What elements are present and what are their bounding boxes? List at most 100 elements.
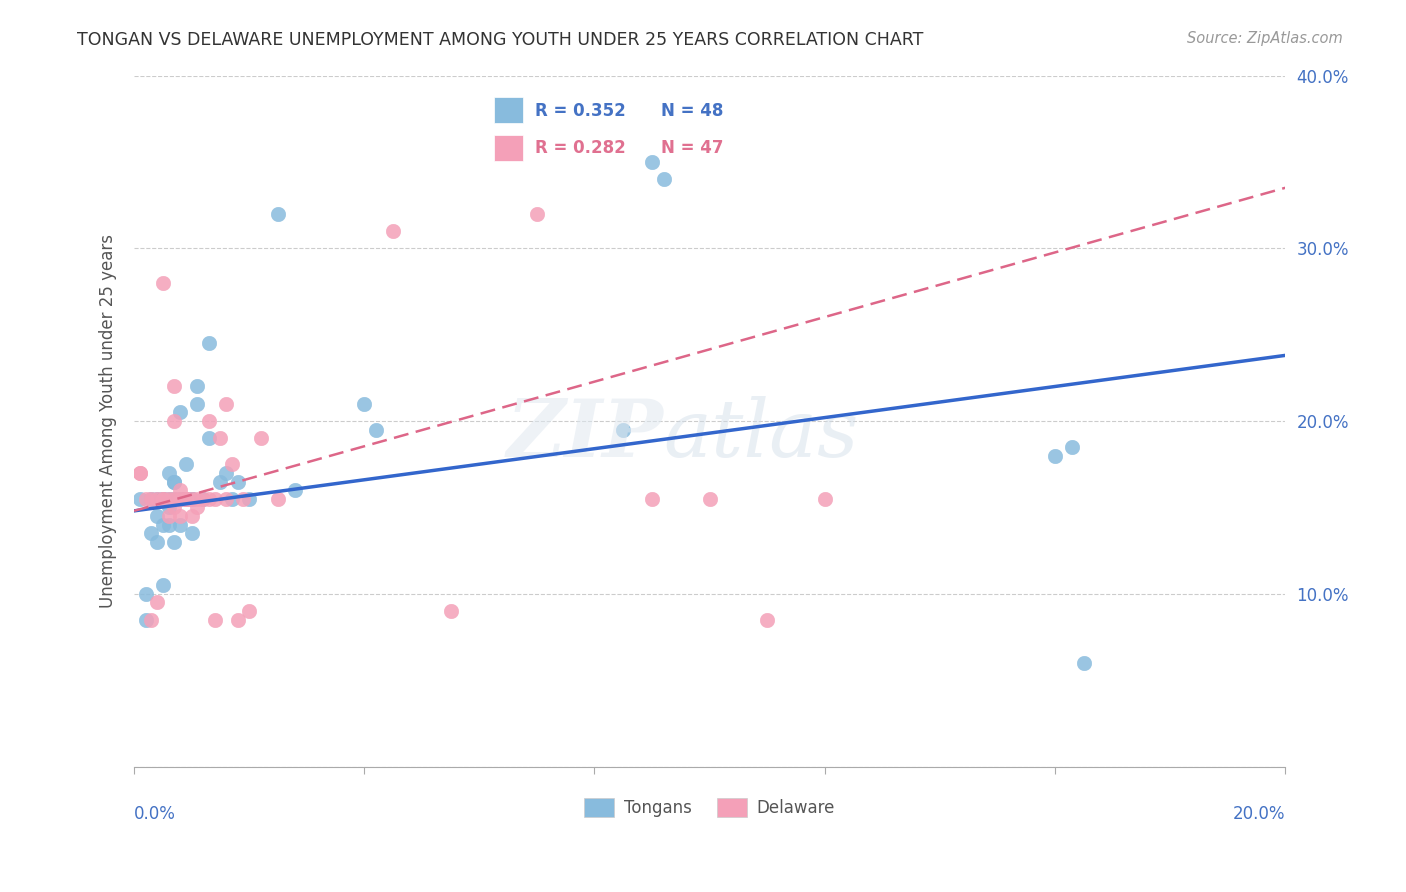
Point: [135, 587, 157, 601]
Point: [180, 491, 202, 506]
Point: [163, 500, 186, 515]
Point: [249, 431, 271, 445]
Point: [152, 491, 174, 506]
Point: [756, 613, 779, 627]
Point: [128, 466, 150, 480]
Point: [439, 604, 461, 618]
Point: [191, 491, 214, 506]
Point: [135, 613, 157, 627]
Text: Source: ZipAtlas.com: Source: ZipAtlas.com: [1187, 31, 1343, 46]
Point: [267, 491, 290, 506]
Point: [163, 475, 186, 489]
Point: [215, 466, 238, 480]
Legend: Tongans, Delaware: Tongans, Delaware: [578, 791, 842, 824]
Point: [128, 466, 150, 480]
Text: ZIP: ZIP: [506, 396, 664, 474]
Point: [1043, 449, 1066, 463]
Point: [169, 483, 191, 497]
Point: [157, 466, 180, 480]
Point: [186, 397, 208, 411]
Point: [141, 526, 163, 541]
Point: [157, 491, 180, 506]
Point: [141, 491, 163, 506]
Point: [169, 517, 191, 532]
Point: [232, 491, 254, 506]
Point: [163, 475, 186, 489]
Point: [186, 491, 208, 506]
Point: [146, 491, 169, 506]
Point: [174, 491, 197, 506]
Point: [146, 535, 169, 549]
Point: [221, 457, 243, 471]
Point: [152, 491, 174, 506]
Point: [215, 397, 238, 411]
Point: [198, 431, 221, 445]
Point: [198, 491, 221, 506]
Point: [180, 491, 202, 506]
Point: [135, 491, 157, 506]
Point: [169, 509, 191, 524]
Point: [652, 172, 675, 186]
Point: [152, 491, 174, 506]
Point: [152, 578, 174, 592]
Point: [198, 414, 221, 428]
Point: [157, 509, 180, 524]
Point: [209, 475, 232, 489]
Point: [152, 517, 174, 532]
Point: [180, 526, 202, 541]
Point: [204, 491, 226, 506]
Text: TONGAN VS DELAWARE UNEMPLOYMENT AMONG YOUTH UNDER 25 YEARS CORRELATION CHART: TONGAN VS DELAWARE UNEMPLOYMENT AMONG YO…: [77, 31, 924, 49]
Point: [141, 491, 163, 506]
Point: [215, 491, 238, 506]
Point: [141, 613, 163, 627]
Point: [174, 491, 197, 506]
Point: [152, 276, 174, 290]
Point: [163, 491, 186, 506]
Point: [204, 613, 226, 627]
Point: [1062, 440, 1084, 454]
Point: [163, 414, 186, 428]
Point: [382, 224, 405, 238]
Point: [180, 509, 202, 524]
Point: [814, 491, 837, 506]
Point: [146, 491, 169, 506]
Y-axis label: Unemployment Among Youth under 25 years: Unemployment Among Youth under 25 years: [100, 234, 117, 608]
Point: [157, 491, 180, 506]
Point: [641, 155, 664, 169]
Point: [163, 535, 186, 549]
Point: [169, 405, 191, 419]
Point: [186, 379, 208, 393]
Text: atlas: atlas: [664, 396, 859, 474]
Point: [146, 509, 169, 524]
Point: [699, 491, 721, 506]
Point: [180, 491, 202, 506]
Point: [152, 491, 174, 506]
Point: [226, 475, 249, 489]
Point: [364, 423, 387, 437]
Point: [169, 491, 191, 506]
Point: [169, 491, 191, 506]
Point: [209, 431, 232, 445]
Point: [186, 500, 208, 515]
Point: [284, 483, 307, 497]
Point: [226, 613, 249, 627]
Point: [353, 397, 375, 411]
Point: [267, 207, 290, 221]
Point: [1073, 656, 1095, 670]
Point: [163, 491, 186, 506]
Point: [157, 500, 180, 515]
Point: [641, 491, 664, 506]
Point: [128, 491, 150, 506]
Point: [198, 336, 221, 351]
Point: [174, 457, 197, 471]
Point: [238, 604, 260, 618]
Text: 20.0%: 20.0%: [1233, 805, 1285, 823]
Point: [174, 491, 197, 506]
Point: [174, 491, 197, 506]
Point: [157, 517, 180, 532]
Point: [163, 379, 186, 393]
Point: [191, 491, 214, 506]
Point: [612, 423, 634, 437]
Point: [238, 491, 260, 506]
Point: [146, 595, 169, 609]
